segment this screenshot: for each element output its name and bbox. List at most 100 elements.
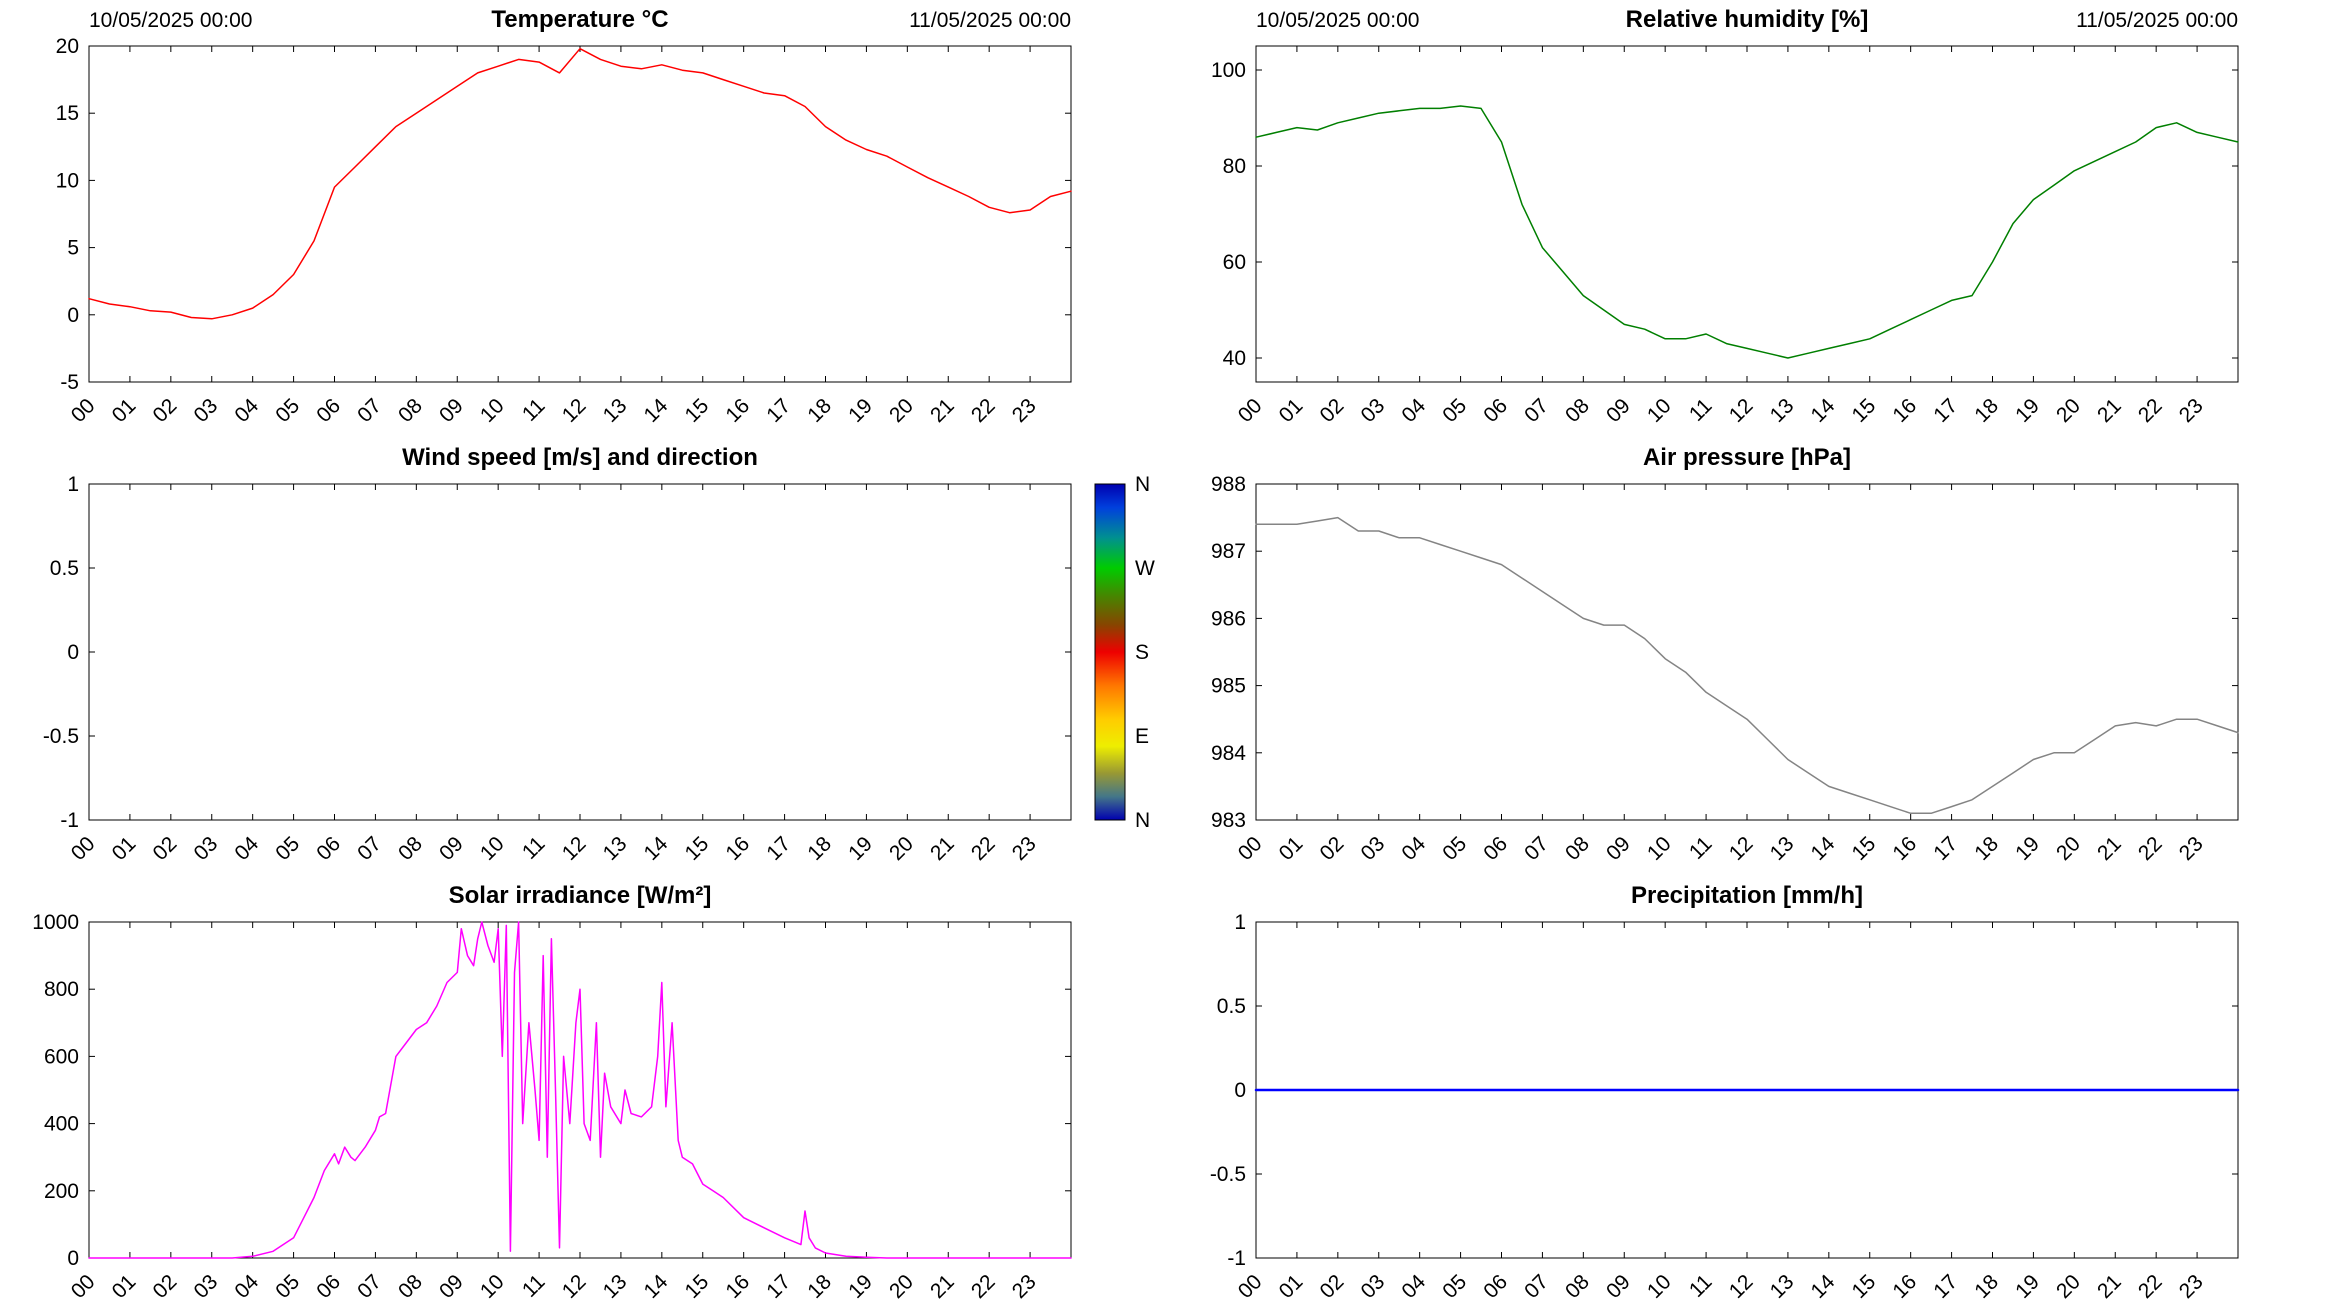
svg-text:00: 00 [67,1270,100,1303]
svg-text:08: 08 [1561,1270,1594,1303]
svg-text:15: 15 [681,394,714,427]
svg-text:22: 22 [2134,1270,2167,1303]
svg-text:06: 06 [1479,1270,1512,1303]
humidity-start-date: 10/05/2025 00:00 [1256,9,1420,32]
svg-text:0.5: 0.5 [1217,995,1246,1018]
svg-text:19: 19 [2011,394,2044,427]
svg-text:07: 07 [353,832,386,865]
svg-text:23: 23 [2175,832,2208,865]
svg-text:15: 15 [56,102,79,125]
svg-text:W: W [1135,557,1155,580]
svg-text:04: 04 [1397,394,1430,427]
pressure-plot: Air pressure [hPa] 00 01 02 03 04 05 06 07 08 09 1… [1167,438,2333,875]
humidity-end-date: 11/05/2025 00:00 [2076,9,2238,32]
svg-text:13: 13 [1766,832,1799,865]
svg-text:03: 03 [1357,394,1390,427]
svg-text:03: 03 [1357,832,1390,865]
svg-text:12: 12 [1725,394,1758,427]
svg-text:08: 08 [394,832,427,865]
svg-text:21: 21 [926,1270,959,1303]
svg-text:02: 02 [1316,832,1349,865]
svg-text:09: 09 [435,832,468,865]
svg-text:14: 14 [640,1270,673,1303]
svg-text:16: 16 [721,394,754,427]
svg-text:100: 100 [1211,59,1246,82]
svg-text:07: 07 [353,1270,386,1303]
svg-text:05: 05 [1438,394,1471,427]
svg-text:200: 200 [44,1180,79,1203]
svg-text:22: 22 [2134,832,2167,865]
svg-text:18: 18 [1970,394,2003,427]
svg-text:986: 986 [1211,607,1246,630]
svg-text:17: 17 [1929,832,1962,865]
svg-text:12: 12 [558,394,591,427]
temperature-end-date: 11/05/2025 00:00 [909,9,1071,32]
svg-text:12: 12 [558,832,591,865]
svg-text:17: 17 [1929,394,1962,427]
temperature-title: Temperature °C [491,6,669,33]
svg-text:21: 21 [926,394,959,427]
precipitation-title: Precipitation [mm/h] [1630,882,1864,909]
svg-text:05: 05 [271,394,304,427]
svg-text:0: 0 [67,304,79,327]
svg-text:17: 17 [762,1270,795,1303]
svg-text:08: 08 [1561,394,1594,427]
svg-text:09: 09 [1602,832,1635,865]
svg-text:16: 16 [1888,1270,1921,1303]
svg-text:11: 11 [1685,394,1717,426]
svg-text:04: 04 [1397,832,1430,865]
svg-text:03: 03 [1357,1270,1390,1303]
svg-text:20: 20 [2052,832,2085,865]
svg-text:13: 13 [599,394,632,427]
svg-text:05: 05 [271,1270,304,1303]
svg-text:12: 12 [1725,1270,1758,1303]
svg-text:12: 12 [558,1270,591,1303]
svg-text:16: 16 [721,1270,754,1303]
temperature-chart-canvas: 00 01 02 03 04 05 06 07 08 09 10 11 12 13 14 15 16 17 18 19… [56,35,1072,427]
svg-text:01: 01 [108,832,141,865]
svg-text:09: 09 [1602,394,1635,427]
svg-text:14: 14 [640,832,673,865]
svg-text:-5: -5 [60,371,79,394]
svg-text:00: 00 [67,394,100,427]
svg-text:23: 23 [1008,394,1041,427]
svg-text:07: 07 [1520,832,1553,865]
solar-title: Solar irradiance [W/m²] [448,882,712,909]
svg-text:0: 0 [67,1247,79,1270]
svg-text:00: 00 [1234,1270,1267,1303]
svg-text:06: 06 [312,1270,345,1303]
svg-text:16: 16 [1888,394,1921,427]
svg-text:40: 40 [1223,347,1246,370]
svg-text:20: 20 [885,832,918,865]
svg-text:400: 400 [44,1113,79,1136]
svg-text:11: 11 [518,394,550,426]
solar-chart-canvas: 00 01 02 03 04 05 06 07 08 09 10 11 12 13 14 15 16 17 18 19… [32,911,1072,1303]
svg-text:18: 18 [803,394,836,427]
svg-text:20: 20 [2052,394,2085,427]
svg-text:22: 22 [2134,394,2167,427]
svg-text:02: 02 [149,394,182,427]
svg-text:08: 08 [1561,832,1594,865]
svg-text:14: 14 [1807,832,1840,865]
svg-text:04: 04 [1397,1270,1430,1303]
svg-text:20: 20 [885,1270,918,1303]
wind-title: Wind speed [m/s] and direction [402,444,758,471]
svg-text:-0.5: -0.5 [1210,1163,1246,1186]
svg-text:23: 23 [1008,1270,1041,1303]
svg-text:11: 11 [1685,1270,1717,1302]
svg-text:16: 16 [721,832,754,865]
svg-text:S: S [1135,641,1149,664]
svg-text:19: 19 [844,832,877,865]
svg-text:20: 20 [2052,1270,2085,1303]
svg-text:18: 18 [803,1270,836,1303]
svg-text:01: 01 [1275,394,1308,427]
svg-text:20: 20 [56,35,79,58]
svg-text:0: 0 [1234,1079,1246,1102]
svg-text:21: 21 [926,832,959,865]
svg-text:-1: -1 [1227,1247,1246,1270]
svg-text:985: 985 [1211,675,1246,698]
svg-text:14: 14 [1807,1270,1840,1303]
svg-text:08: 08 [394,1270,427,1303]
svg-text:01: 01 [108,1270,141,1303]
